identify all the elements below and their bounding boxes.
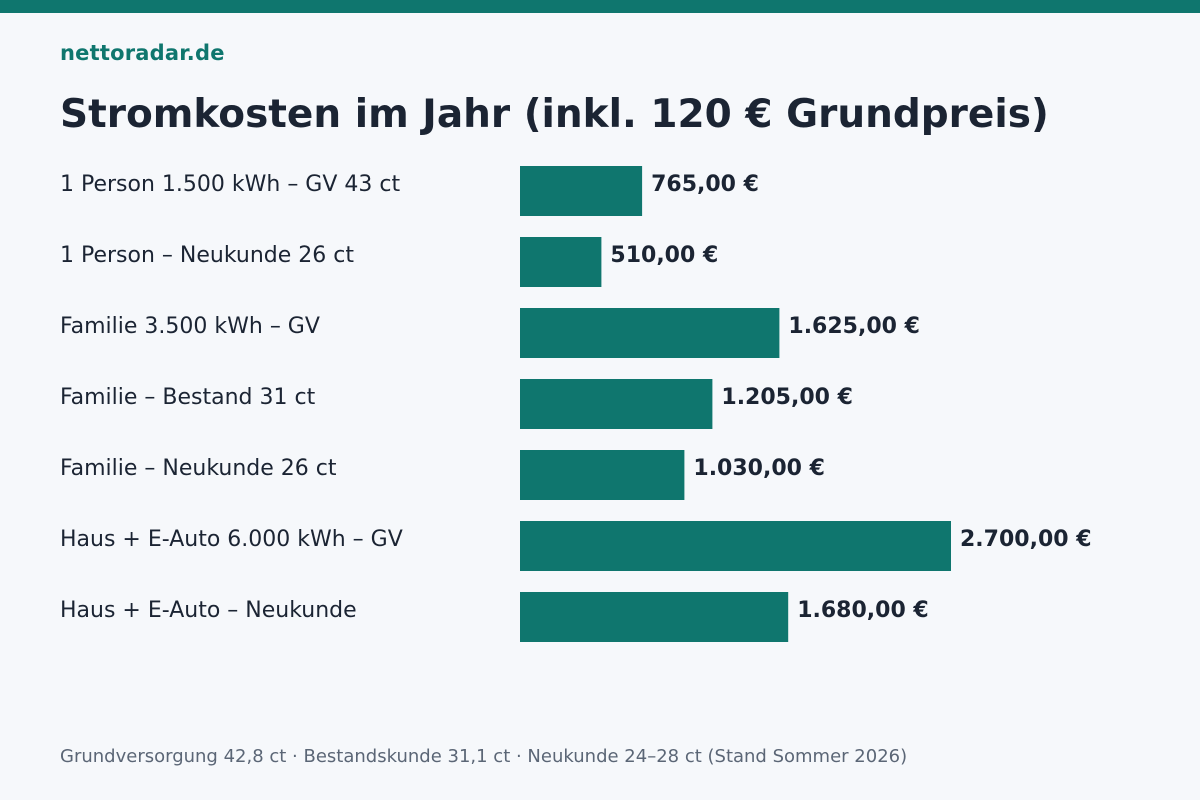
bar xyxy=(520,308,780,358)
category-label: Haus + E-Auto 6.000 kWh – GV xyxy=(60,527,403,552)
chart-title: Stromkosten im Jahr (inkl. 120 € Grundpr… xyxy=(60,92,1049,137)
value-label: 1.205,00 € xyxy=(721,385,853,410)
value-label: 1.625,00 € xyxy=(788,314,920,339)
value-label: 510,00 € xyxy=(610,243,718,268)
value-label: 1.030,00 € xyxy=(693,456,825,481)
category-label: Familie – Bestand 31 ct xyxy=(60,385,316,410)
bar-row: Haus + E-Auto – Neukunde 1.680,00 € xyxy=(60,592,929,642)
bar-row: Familie – Bestand 31 ct 1.205,00 € xyxy=(60,379,853,429)
value-label: 765,00 € xyxy=(651,172,759,197)
category-label: Haus + E-Auto – Neukunde xyxy=(60,598,357,623)
bar xyxy=(520,521,951,571)
bar-row: Familie – Neukunde 26 ct 1.030,00 € xyxy=(60,450,825,500)
value-label: 1.680,00 € xyxy=(797,598,929,623)
category-label: Familie 3.500 kWh – GV xyxy=(60,314,320,339)
bar xyxy=(520,237,602,287)
bar xyxy=(520,450,685,500)
bar xyxy=(520,592,789,642)
bar-row: 1 Person 1.500 kWh – GV 43 ct 765,00 € xyxy=(60,166,759,216)
bar-row: 1 Person – Neukunde 26 ct 510,00 € xyxy=(60,237,718,287)
bar xyxy=(520,166,643,216)
value-label: 2.700,00 € xyxy=(960,527,1092,552)
category-label: Familie – Neukunde 26 ct xyxy=(60,456,337,481)
category-label: 1 Person – Neukunde 26 ct xyxy=(60,243,354,268)
top-accent-bar xyxy=(0,0,1200,13)
bar-row: Haus + E-Auto 6.000 kWh – GV 2.700,00 € xyxy=(60,521,1092,571)
bar-row: Familie 3.500 kWh – GV 1.625,00 € xyxy=(60,308,920,358)
bar xyxy=(520,379,713,429)
bar-chart: 1 Person 1.500 kWh – GV 43 ct 765,00 €1 P… xyxy=(60,166,1092,642)
brand-name: nettoradar.de xyxy=(60,41,225,65)
footnote: Grundversorgung 42,8 ct · Bestandskunde … xyxy=(60,746,908,767)
category-label: 1 Person 1.500 kWh – GV 43 ct xyxy=(60,172,400,197)
